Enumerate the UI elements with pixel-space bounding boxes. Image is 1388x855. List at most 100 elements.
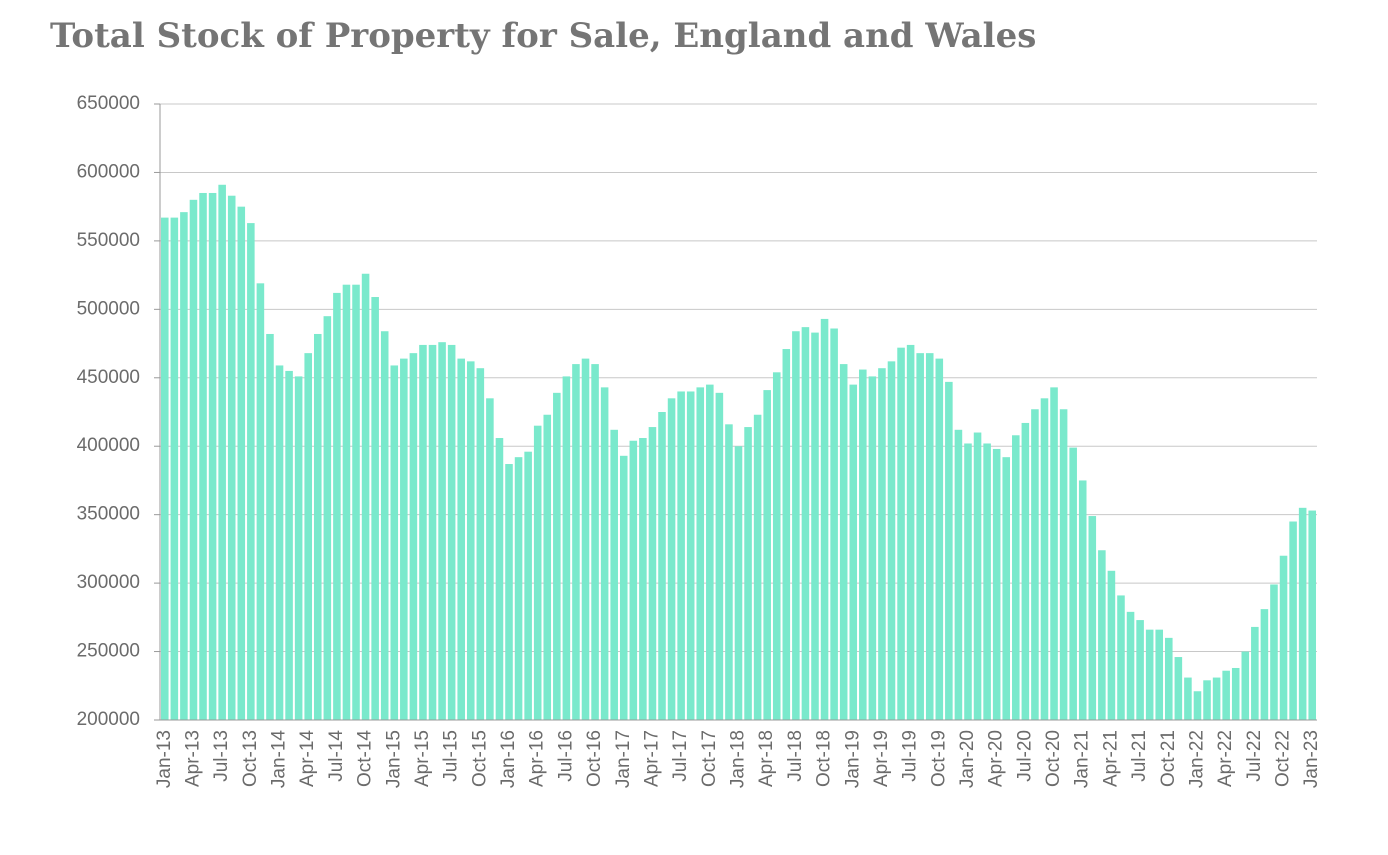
bar <box>447 344 456 720</box>
bar <box>266 333 274 720</box>
bar <box>925 353 934 720</box>
bar <box>514 457 523 720</box>
bar <box>753 414 762 720</box>
chart-title: Total Stock of Property for Sale, Englan… <box>50 16 1036 56</box>
x-tick-label: Jul-19 <box>900 730 921 782</box>
bar <box>1174 657 1183 720</box>
y-tick-label: 550000 <box>77 230 140 251</box>
x-tick-label: Apr-17 <box>641 730 662 787</box>
bar <box>533 425 542 720</box>
x-tick-label: Oct-16 <box>584 730 605 787</box>
x-tick-label: Jul-17 <box>670 730 691 782</box>
bar <box>1088 516 1097 720</box>
x-tick-label: Jul-18 <box>785 730 806 782</box>
x-tick-label: Jan-18 <box>728 730 749 788</box>
bar <box>1222 670 1230 720</box>
x-tick-label: Apr-18 <box>756 730 777 787</box>
bar <box>725 424 733 720</box>
bar <box>619 455 628 720</box>
x-tick-label: Jan-21 <box>1072 730 1093 788</box>
y-tick-label: 650000 <box>77 93 140 114</box>
bar <box>887 361 896 720</box>
bar <box>1203 680 1211 720</box>
y-tick-label: 600000 <box>77 161 140 182</box>
bar <box>811 332 819 720</box>
bar <box>476 368 485 720</box>
bar <box>954 429 963 720</box>
bar <box>1136 620 1144 720</box>
bar <box>428 344 437 720</box>
bar <box>390 365 399 720</box>
x-tick-label: Apr-21 <box>1100 730 1121 787</box>
x-tick-label: Oct-21 <box>1158 730 1179 787</box>
bar <box>285 370 293 720</box>
bar <box>964 443 972 720</box>
bar <box>1098 550 1106 720</box>
bar <box>1050 387 1058 720</box>
bar <box>333 292 341 720</box>
bar <box>275 365 284 720</box>
bar <box>878 368 886 720</box>
bar <box>1107 570 1116 720</box>
x-tick-label: Oct-19 <box>928 730 949 787</box>
y-tick-label: 350000 <box>77 504 140 525</box>
bar <box>1021 422 1030 720</box>
bar <box>859 369 867 720</box>
x-tick-label: Oct-18 <box>814 730 835 787</box>
bar <box>801 327 810 720</box>
bar <box>744 427 752 720</box>
bar <box>505 464 513 720</box>
x-tick-label: Oct-13 <box>240 730 261 787</box>
bar <box>304 353 312 720</box>
bar <box>1308 510 1316 720</box>
bar <box>1165 637 1173 720</box>
bar <box>992 448 1001 720</box>
bar <box>419 344 427 720</box>
x-tick-label: Apr-13 <box>182 730 203 787</box>
x-tick-label: Jan-15 <box>383 730 404 788</box>
x-tick-label: Jul-14 <box>326 730 347 782</box>
bar <box>1298 507 1307 720</box>
bar <box>591 364 599 720</box>
x-tick-label: Jul-16 <box>555 730 576 782</box>
bar <box>581 358 590 720</box>
x-tick-label: Oct-17 <box>699 730 720 787</box>
bar <box>170 217 179 720</box>
bar <box>1270 584 1278 720</box>
bar <box>342 284 351 720</box>
bar <box>1289 521 1297 720</box>
bar <box>180 212 188 721</box>
bar <box>1031 409 1039 720</box>
bar <box>1145 629 1154 720</box>
bar <box>1012 435 1020 720</box>
bar <box>380 331 389 720</box>
bar <box>438 342 446 720</box>
bar <box>1117 595 1125 720</box>
bar <box>371 297 379 720</box>
bar <box>1040 398 1049 720</box>
bar <box>935 358 944 720</box>
x-tick-label: Jan-20 <box>957 730 978 788</box>
bar <box>667 398 676 720</box>
bar <box>495 438 504 720</box>
x-tick-label: Apr-22 <box>1215 730 1236 787</box>
bar <box>466 361 475 720</box>
x-tick-label: Oct-14 <box>355 730 376 787</box>
bar <box>361 273 370 720</box>
bar <box>1069 447 1077 720</box>
x-tick-label: Oct-20 <box>1043 730 1064 787</box>
bar <box>600 387 609 720</box>
bar <box>256 283 265 720</box>
x-tick-label: Jan-23 <box>1301 730 1322 788</box>
bar <box>772 372 781 720</box>
x-tick-label: Jan-13 <box>154 730 175 788</box>
bar <box>648 427 657 720</box>
bar <box>839 364 848 720</box>
bar <box>1155 629 1164 720</box>
bar <box>677 391 685 720</box>
bar <box>629 440 638 720</box>
y-tick-label: 450000 <box>77 367 140 388</box>
y-tick-label: 300000 <box>77 572 140 593</box>
bar <box>323 316 332 720</box>
